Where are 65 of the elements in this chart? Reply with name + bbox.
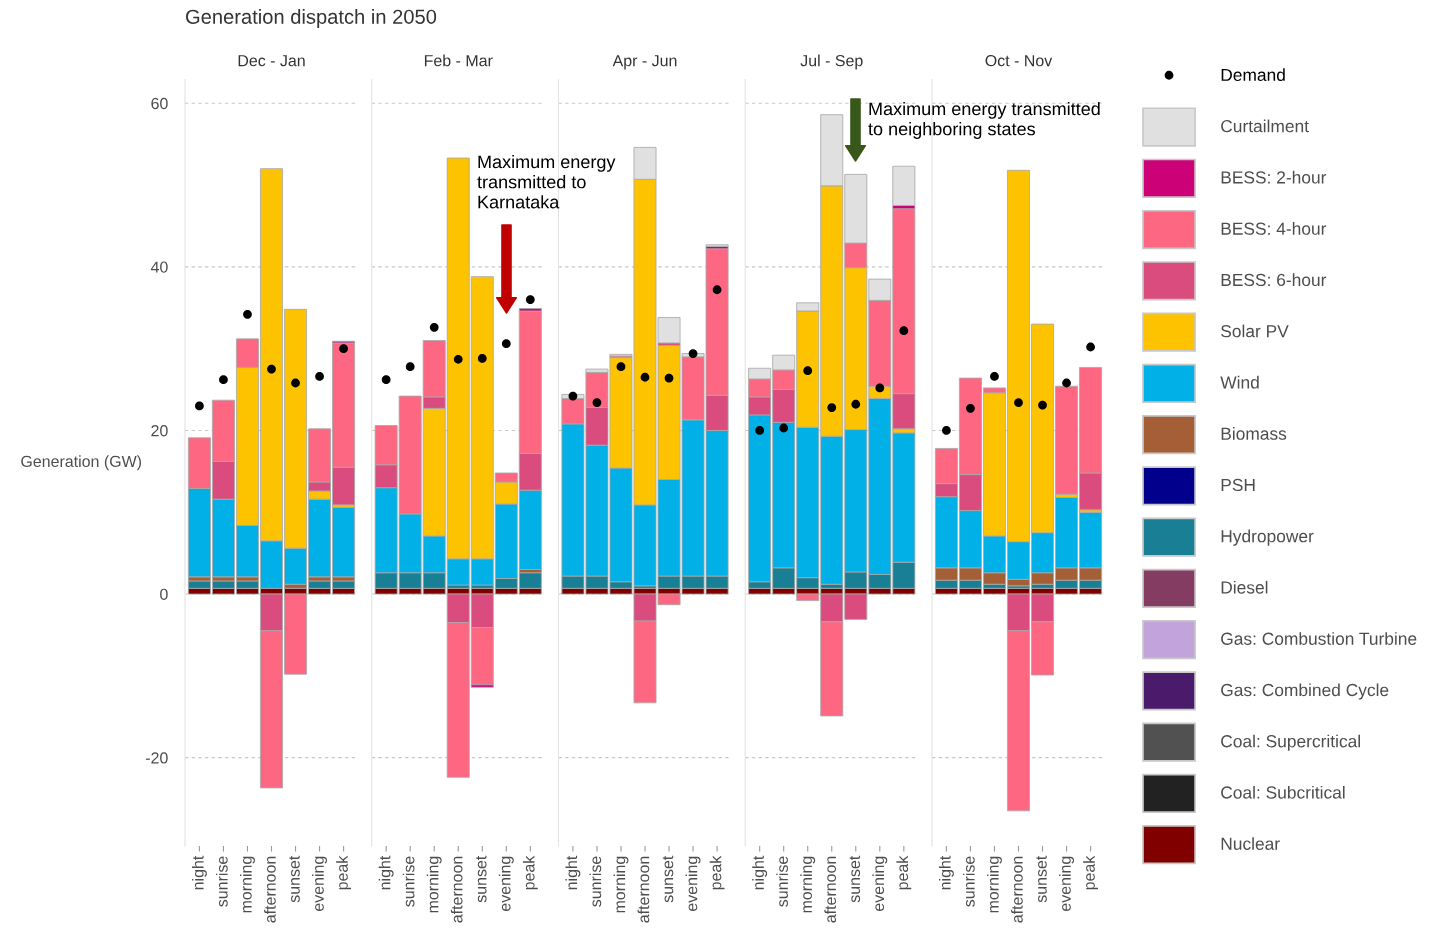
x-tick-label: sunrise bbox=[776, 856, 788, 907]
y-tick-label: -20 bbox=[145, 752, 168, 764]
x-tick-label: sunrise bbox=[963, 856, 975, 907]
legend-label: BESS: 2-hour bbox=[1221, 170, 1327, 184]
chart-title: Generation dispatch in 2050 bbox=[186, 9, 437, 28]
annotation: Maximum energy transmitted to neighboring states bbox=[868, 102, 1100, 139]
x-tick-label: sunset bbox=[662, 855, 674, 903]
x-tick-label: peak bbox=[709, 855, 725, 890]
legend-label: Coal: Supercritical bbox=[1221, 734, 1360, 751]
x-tick-label: night bbox=[378, 855, 394, 890]
legend-label: BESS: 6-hour bbox=[1221, 273, 1327, 287]
x-tick-label: sunset bbox=[289, 855, 300, 903]
x-tick-label: sunrise bbox=[589, 856, 602, 907]
x-tick-label: sunset bbox=[1036, 855, 1047, 903]
x-tick-label: peak bbox=[336, 855, 352, 890]
legend-label: Solar PV bbox=[1221, 324, 1289, 338]
chart-subtitle: Oct - Nov bbox=[985, 54, 1053, 67]
y-tick-label: 0 bbox=[160, 588, 168, 600]
chart-subtitle: Dec - Jan bbox=[238, 55, 305, 67]
x-tick-label: evening bbox=[312, 856, 327, 911]
y-tick-label: 20 bbox=[151, 425, 168, 437]
x-tick-label: morning bbox=[240, 856, 255, 913]
x-tick-label: afternoon bbox=[1011, 856, 1023, 923]
x-tick-label: night bbox=[565, 855, 581, 890]
legend-label: Wind bbox=[1220, 375, 1259, 389]
legend-label: Hydropower bbox=[1221, 529, 1314, 546]
y-tick-label: 60 bbox=[151, 97, 168, 110]
x-tick-label: sunrise bbox=[216, 856, 228, 907]
x-tick-label: afternoon bbox=[824, 856, 837, 923]
x-tick-label: morning bbox=[800, 856, 816, 913]
legend-label: Curtailment bbox=[1221, 119, 1309, 133]
x-tick-label: peak bbox=[896, 855, 912, 890]
x-tick-label: morning bbox=[987, 856, 1002, 913]
x-tick-label: morning bbox=[426, 856, 442, 913]
legend-label: Gas: Combustion Turbine bbox=[1221, 632, 1417, 645]
x-tick-label: peak bbox=[1083, 855, 1099, 890]
chart-subtitle: Feb - Mar bbox=[424, 54, 493, 67]
legend-label: Gas: Combined Cycle bbox=[1221, 683, 1389, 700]
text: Demand bbox=[1221, 68, 1285, 82]
legend-label: BESS: 4-hour bbox=[1221, 222, 1327, 235]
y-tick-label: 40 bbox=[150, 261, 168, 273]
x-tick-label: night bbox=[938, 855, 954, 890]
x-tick-label: morning bbox=[613, 856, 629, 913]
x-tick-label: sunset bbox=[476, 855, 487, 903]
annotation: Maximum energy transmitted to Karnataka bbox=[477, 155, 616, 209]
x-tick-label: evening bbox=[685, 856, 701, 911]
chart-subtitle: Jul - Sep bbox=[800, 54, 863, 70]
y-axis-title: Generation (GW) bbox=[21, 455, 142, 471]
x-tick-label: evening bbox=[498, 856, 514, 911]
x-tick-label: night bbox=[191, 855, 207, 890]
x-tick-label: afternoon bbox=[264, 856, 276, 923]
x-tick-label: night bbox=[752, 855, 768, 890]
x-tick-label: peak bbox=[522, 855, 538, 890]
legend-label: Coal: Subcritical bbox=[1221, 785, 1345, 799]
legend-label: PSH bbox=[1221, 478, 1255, 492]
x-tick-label: sunrise bbox=[402, 856, 415, 907]
legend-label: Diesel bbox=[1221, 580, 1268, 594]
x-tick-label: evening bbox=[1059, 856, 1074, 911]
legend-label: Biomass bbox=[1221, 427, 1287, 440]
x-tick-label: afternoon bbox=[637, 856, 650, 923]
x-tick-label: evening bbox=[872, 856, 888, 911]
x-tick-label: afternoon bbox=[450, 856, 463, 923]
chart-subtitle: Apr - Jun bbox=[612, 55, 677, 70]
x-tick-label: sunset bbox=[849, 855, 861, 903]
legend-label: Nuclear bbox=[1221, 837, 1280, 850]
